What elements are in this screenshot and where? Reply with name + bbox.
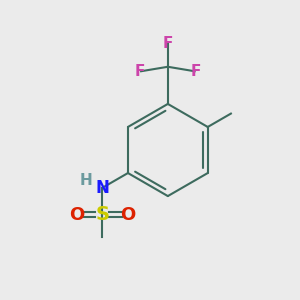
Text: H: H (80, 173, 92, 188)
Text: N: N (95, 179, 109, 197)
Text: F: F (163, 35, 173, 50)
Text: O: O (120, 206, 135, 224)
Text: S: S (95, 205, 109, 224)
Text: F: F (134, 64, 145, 79)
Text: O: O (69, 206, 85, 224)
Text: F: F (191, 64, 201, 79)
